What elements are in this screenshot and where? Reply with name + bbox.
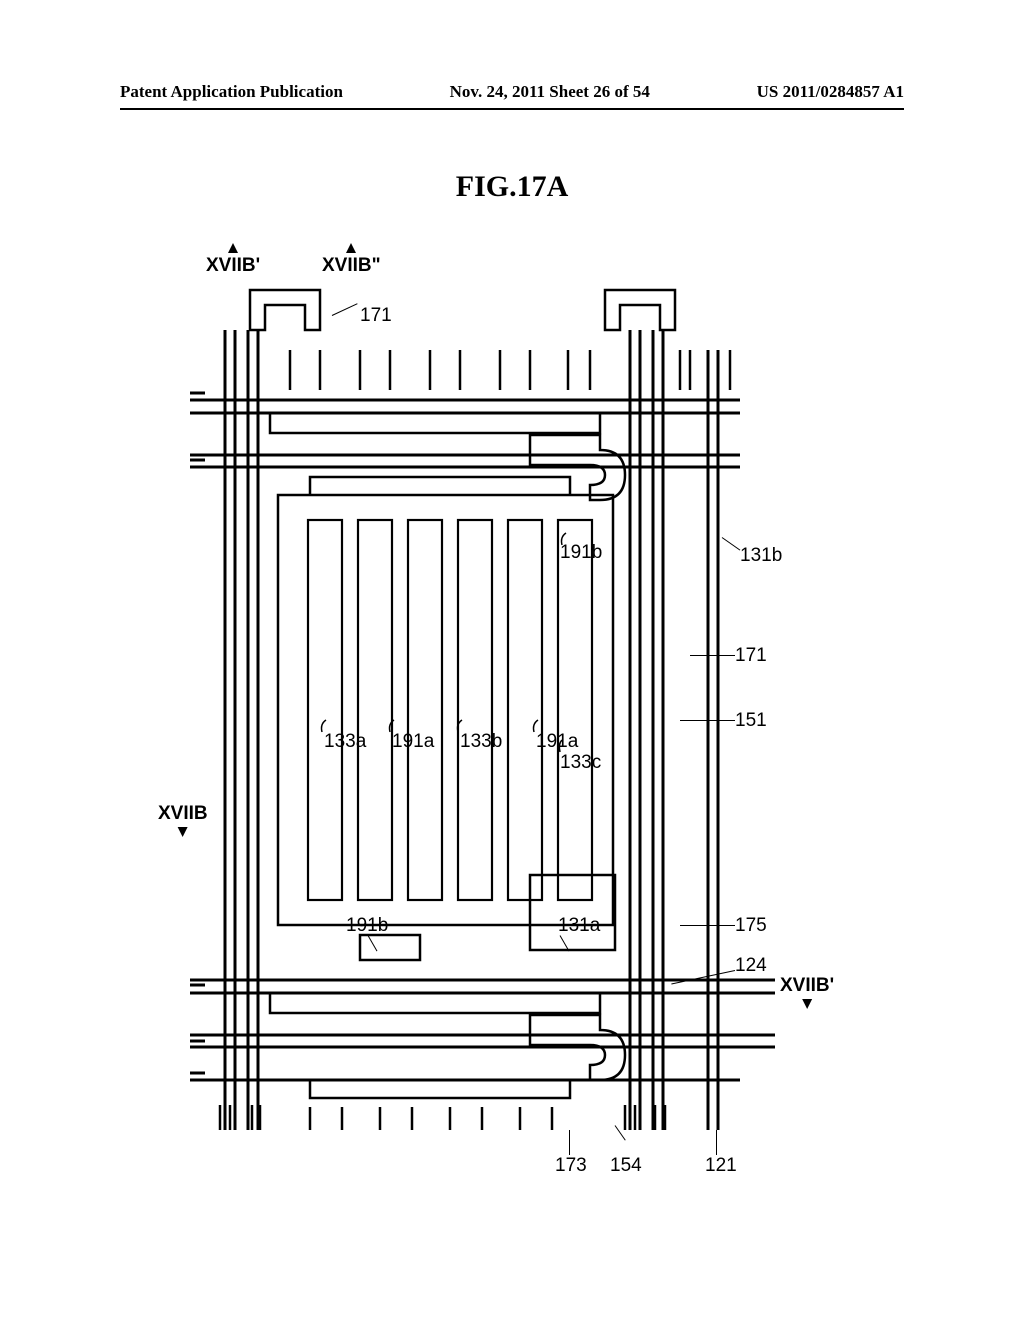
section-mark-mid-left: XVIIB xyxy=(158,803,208,839)
ref-133c: 133c xyxy=(560,752,601,774)
header-center: Nov. 24, 2011 Sheet 26 of 54 xyxy=(450,82,650,102)
ref-151: 151 xyxy=(735,710,767,732)
ref-154: 154 xyxy=(610,1155,642,1177)
patent-diagram: XVIIB' XVIIB" XVIIB XVIIB' 171 131b 171 … xyxy=(160,235,870,1195)
ref-124: 124 xyxy=(735,955,767,977)
section-mark-lower-right: XVIIB' xyxy=(780,975,834,1011)
ref-191b-bot: 191b xyxy=(346,915,388,937)
section-mark-top-left: XVIIB' xyxy=(206,243,260,277)
leader-line xyxy=(680,720,735,721)
ref-131a: 131a xyxy=(558,915,600,937)
arrow-up-icon xyxy=(322,243,381,253)
header-rule xyxy=(120,108,904,110)
ref-121: 121 xyxy=(705,1155,737,1177)
ref-191a-right: 191a xyxy=(536,731,578,753)
ref-133a: 133a xyxy=(324,731,366,753)
leader-line xyxy=(690,655,735,656)
ref-191a-left: 191a xyxy=(392,731,434,753)
ref-175: 175 xyxy=(735,915,767,937)
leader-line xyxy=(569,1130,571,1155)
ref-133b: 133b xyxy=(460,731,502,753)
arrow-down-icon xyxy=(158,827,208,837)
ref-131b: 131b xyxy=(740,545,782,567)
section-mark-top-right: XVIIB" xyxy=(322,243,381,277)
arrow-up-icon xyxy=(206,243,260,253)
header-right: US 2011/0284857 A1 xyxy=(757,82,904,102)
arrow-down-icon xyxy=(780,999,834,1009)
ref-171-top: 171 xyxy=(360,305,392,327)
leader-line xyxy=(716,1130,718,1155)
ref-171-right: 171 xyxy=(735,645,767,667)
ref-191b-top: 191b xyxy=(560,542,602,564)
leader-line xyxy=(680,925,735,926)
ref-173: 173 xyxy=(555,1155,587,1177)
page-header: Patent Application Publication Nov. 24, … xyxy=(0,82,1024,102)
header-left: Patent Application Publication xyxy=(120,82,343,102)
figure-title: FIG.17A xyxy=(0,170,1024,204)
